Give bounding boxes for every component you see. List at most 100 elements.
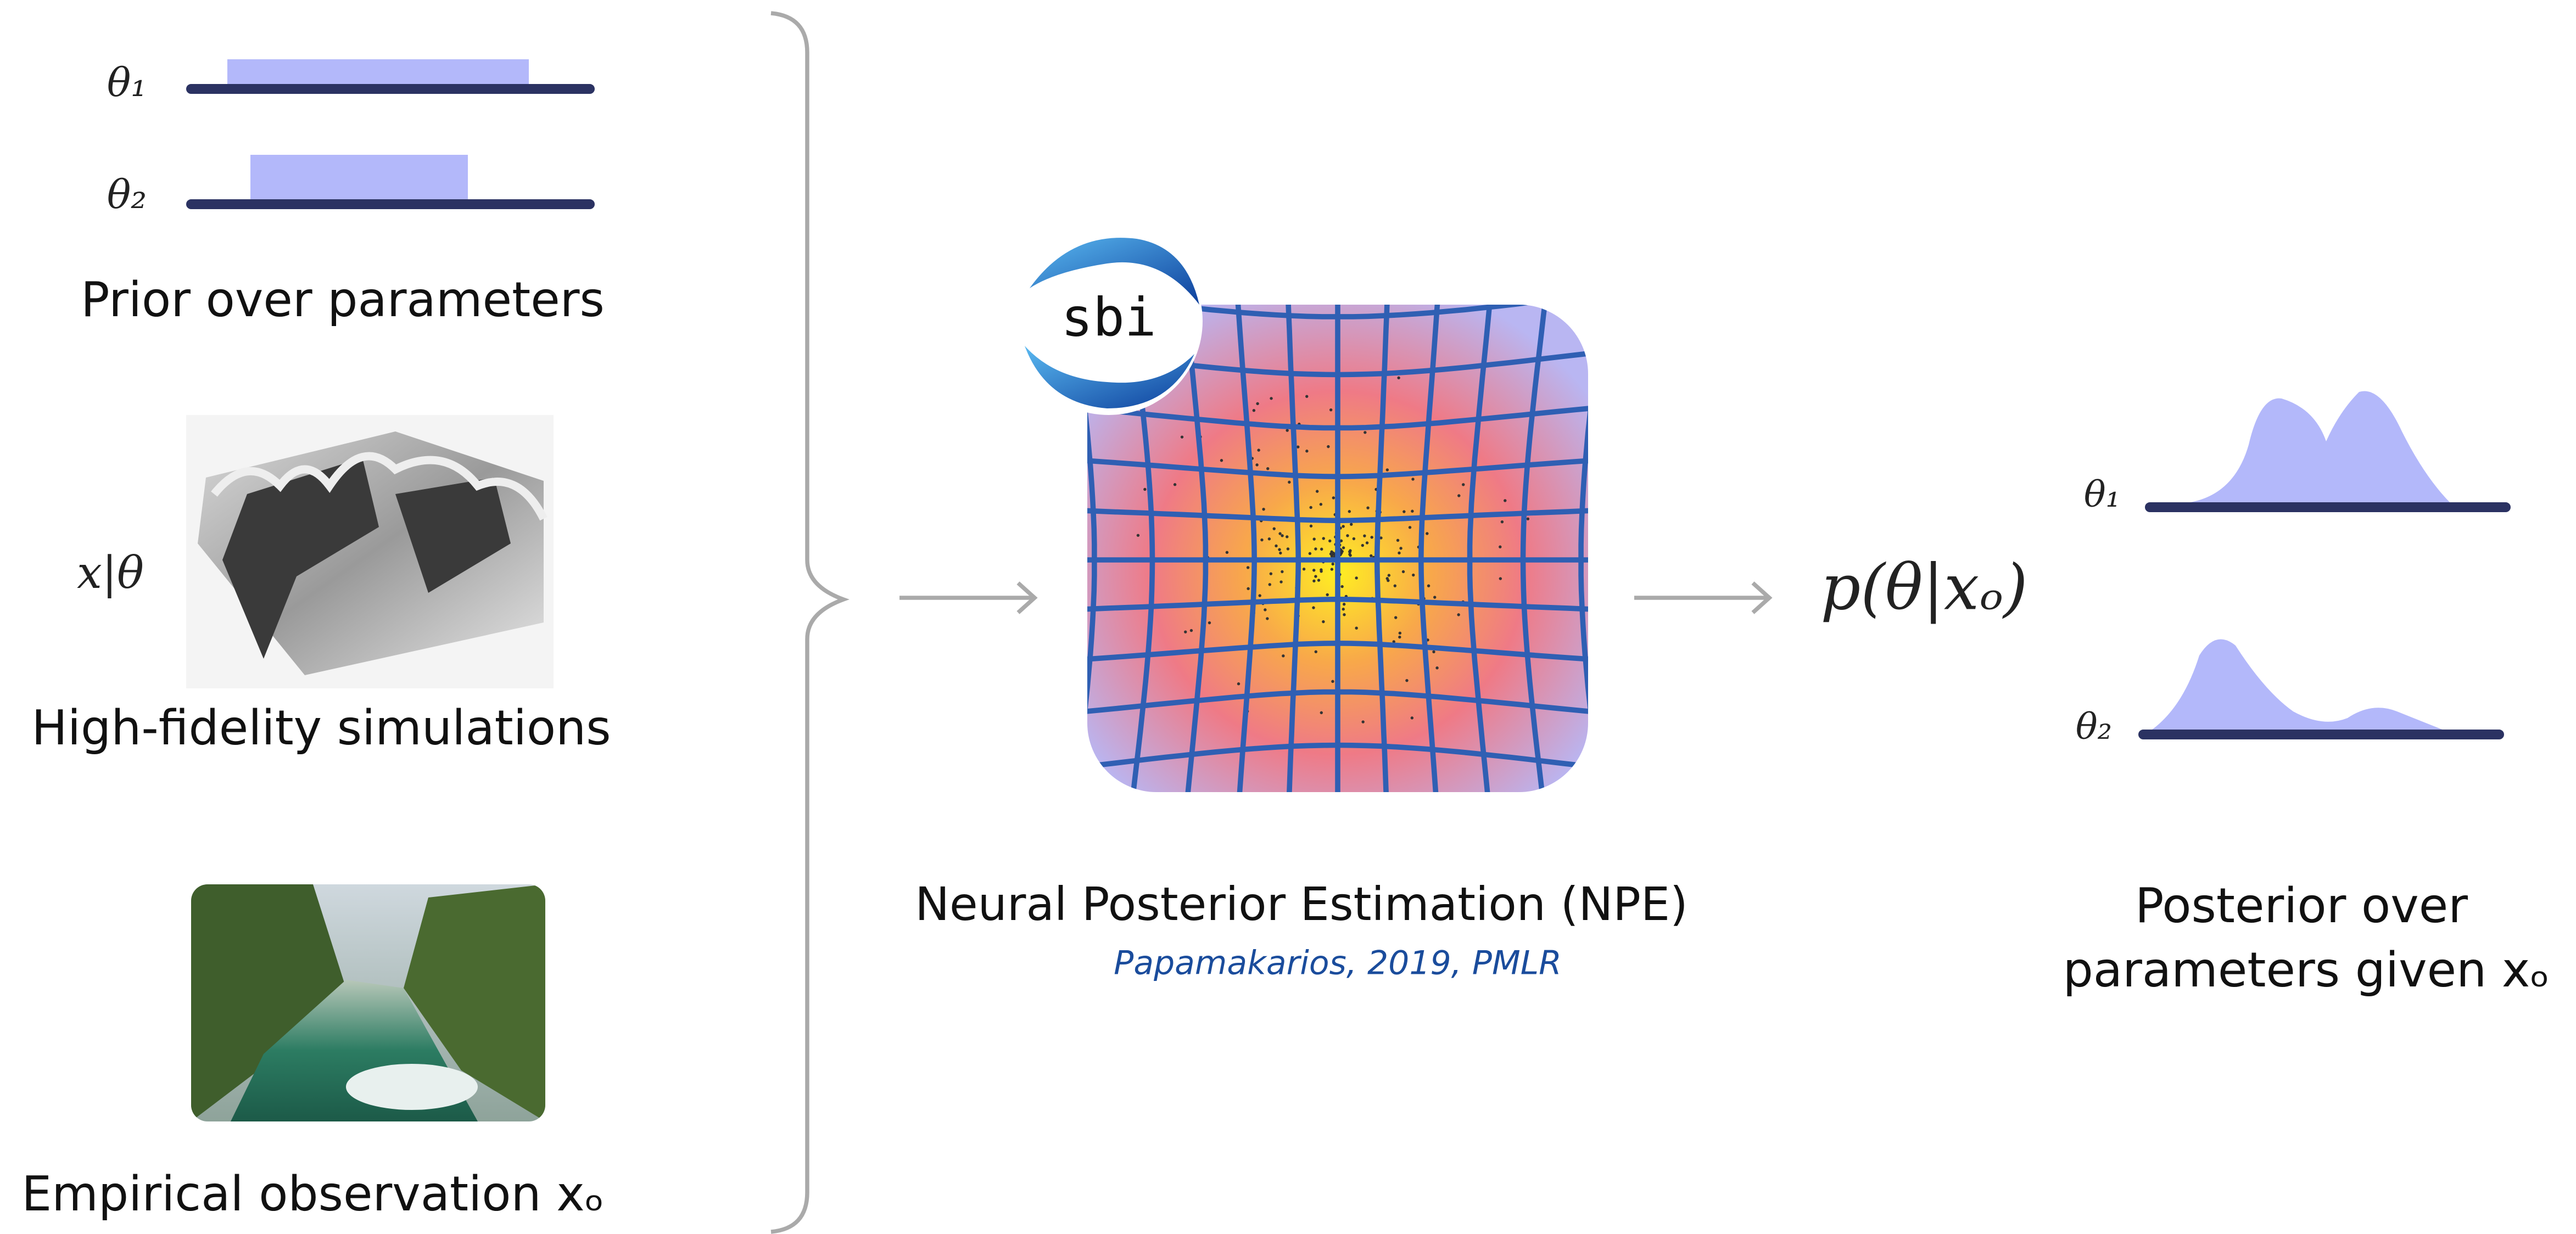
sample-dot — [1322, 620, 1325, 623]
sample-dot — [1370, 554, 1372, 557]
sample-dot — [1501, 520, 1504, 523]
model-title: Neural Posterior Estimation (NPE) — [915, 877, 1688, 931]
sample-dot — [1281, 534, 1283, 537]
sample-dot — [1457, 494, 1460, 497]
sample-dot — [1143, 488, 1146, 491]
sample-dot — [1435, 666, 1438, 669]
sample-dot — [1279, 580, 1282, 583]
sample-dot — [1342, 525, 1344, 528]
sample-dot — [1297, 446, 1299, 448]
sample-dot — [1309, 506, 1312, 509]
diagram: θ₁ θ₂ Prior over parameters x|θ High-fid… — [0, 0, 2576, 1234]
sample-dot — [1312, 569, 1315, 571]
sample-dot — [1226, 551, 1228, 554]
sample-dot — [1260, 539, 1263, 541]
sample-dot — [1328, 540, 1331, 542]
sample-dot — [1184, 630, 1187, 633]
simulation-panel: x|θ High-fidelity simulations — [31, 415, 611, 756]
sim-label: High-fidelity simulations — [31, 700, 611, 756]
sample-dot — [1190, 629, 1193, 632]
param-label: θ₂ — [107, 171, 147, 217]
sample-dot — [1427, 585, 1430, 587]
sample-dot — [1412, 574, 1415, 576]
sample-dot — [1332, 552, 1334, 554]
sample-dot — [1320, 711, 1323, 714]
param-label: θ₁ — [2084, 473, 2120, 515]
sample-dot — [1314, 547, 1317, 550]
sample-dot — [1361, 544, 1364, 547]
prior-panel: θ₁ θ₂ Prior over parameters — [81, 59, 605, 328]
arrow — [1634, 583, 1769, 613]
sample-dot — [1331, 568, 1333, 570]
sample-dot — [1499, 546, 1501, 548]
sample-dot — [1320, 503, 1322, 506]
sample-dot — [1317, 579, 1320, 581]
sample-dot — [1499, 577, 1502, 580]
sample-dot — [1281, 570, 1283, 573]
logo-text: sbi — [1061, 287, 1156, 348]
sample-dot — [1316, 490, 1318, 492]
observation-panel: Empirical observation xₒ — [21, 884, 604, 1222]
sample-dot — [1411, 510, 1413, 513]
sample-dot — [1348, 510, 1351, 513]
sample-dot — [1398, 636, 1401, 638]
sample-dot — [1247, 566, 1249, 569]
sample-dot — [1363, 534, 1366, 537]
sample-dot — [1343, 603, 1345, 605]
sim-symbol: x|θ — [77, 547, 144, 599]
sample-dot — [1343, 613, 1345, 616]
sample-dot — [1266, 617, 1269, 620]
sample-dot — [1353, 537, 1355, 540]
sample-dot — [1350, 523, 1353, 525]
sample-dot — [1409, 526, 1411, 529]
sample-dot — [1237, 682, 1240, 685]
sample-dot — [1342, 546, 1345, 549]
sample-dot — [1286, 429, 1288, 431]
sample-dot — [1394, 584, 1396, 587]
sample-dot — [1355, 627, 1357, 630]
sample-dot — [1278, 548, 1281, 551]
sample-dot — [1257, 448, 1260, 451]
sample-dot — [1527, 518, 1529, 520]
sample-dot — [1256, 402, 1259, 405]
sample-dot — [1386, 577, 1389, 580]
sample-dot — [1364, 431, 1366, 434]
sample-dot — [1273, 527, 1276, 530]
output-label: Posterior over — [2135, 878, 2468, 934]
sample-dot — [1504, 499, 1506, 502]
prior-box — [227, 59, 529, 86]
sample-dot — [1331, 680, 1334, 683]
sample-dot — [1433, 596, 1436, 598]
sample-dot — [1462, 483, 1465, 486]
sample-dot — [1355, 576, 1357, 579]
grid-curve — [993, 803, 1682, 832]
posterior-formula: p(θ|xₒ) — [1820, 551, 2027, 624]
sample-dot — [1208, 621, 1211, 624]
sample-dot — [1340, 585, 1343, 588]
sample-dot — [1266, 467, 1269, 470]
sample-dot — [1399, 632, 1401, 635]
sample-dot — [1312, 537, 1315, 540]
sample-dot — [1278, 532, 1281, 535]
obs-label: Empirical observation xₒ — [21, 1166, 604, 1222]
sample-dot — [1315, 650, 1317, 653]
sample-dot — [1305, 395, 1308, 397]
citation[interactable]: Papamakarios, 2019, PMLR — [1114, 944, 1562, 983]
sample-dot — [1286, 535, 1288, 538]
sample-dot — [1314, 575, 1317, 577]
prior-box — [250, 155, 468, 201]
sample-dot — [1247, 587, 1249, 590]
posterior-density — [2150, 639, 2446, 731]
sample-dot — [1137, 534, 1139, 537]
prior-label: Prior over parameters — [81, 272, 605, 328]
sample-dot — [1411, 478, 1414, 480]
brace — [771, 13, 843, 1232]
sample-dot — [1327, 445, 1329, 448]
sample-dot — [1457, 613, 1460, 616]
sample-dot — [1346, 534, 1349, 537]
sample-dot — [1432, 650, 1435, 653]
sample-dot — [1366, 541, 1368, 544]
sample-dot — [1220, 459, 1223, 462]
sample-dot — [1322, 537, 1325, 540]
sample-dot — [1370, 536, 1373, 539]
